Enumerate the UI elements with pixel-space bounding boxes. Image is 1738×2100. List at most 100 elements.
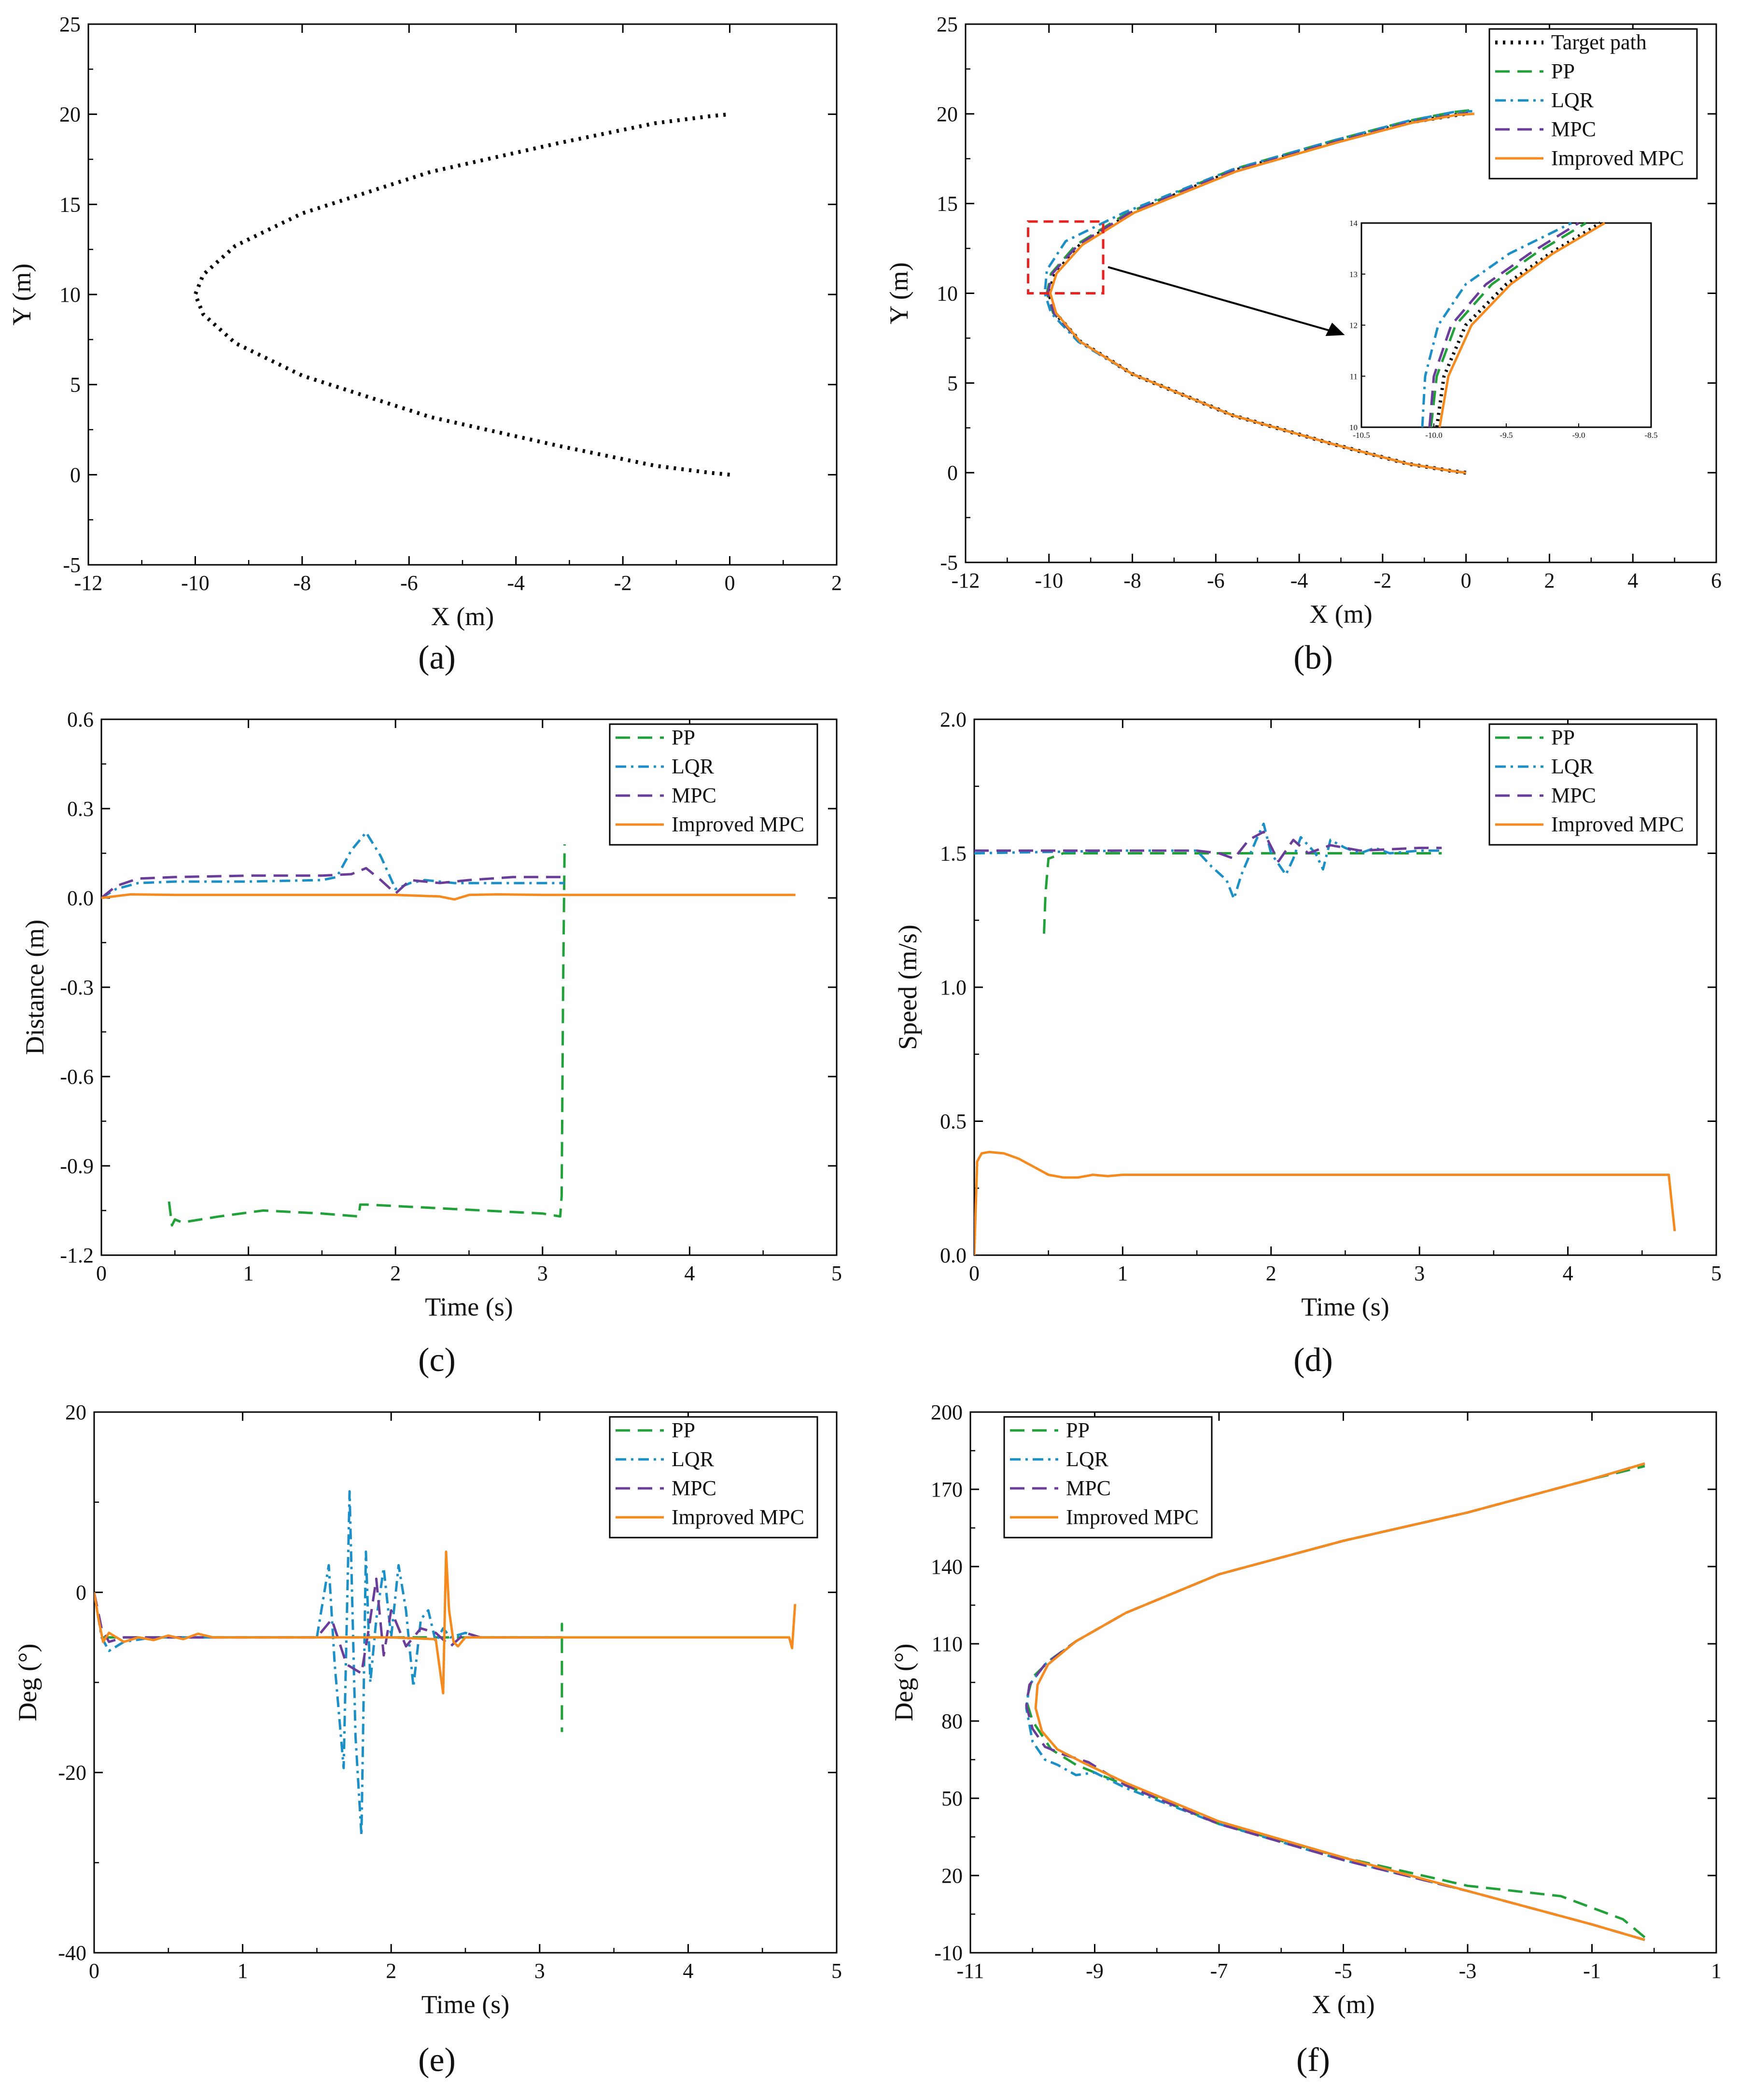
legend-entry: MPC [1551,117,1596,141]
y-tick-label: -0.3 [60,976,94,999]
y-axis-label: Y (m) [7,264,36,325]
y-tick-label: -5 [940,551,958,574]
x-tick-label: -12 [74,571,103,595]
x-tick-label: -4 [1290,569,1308,592]
x-tick-label: -9 [1086,1959,1104,1983]
y-tick-label: 0.6 [67,708,94,731]
x-tick-label: 5 [831,1261,842,1285]
x-tick-label: 1 [1117,1261,1128,1285]
y-tick-label: 0.0 [940,1244,967,1267]
x-tick-label: 1 [1711,1959,1722,1983]
y-tick-label: 2.0 [940,708,967,731]
series-group [1025,1462,1646,1941]
x-tick-label: -2 [614,571,632,595]
panel-label: (a) [418,639,456,676]
x-tick-label: 3 [534,1959,545,1983]
legend: PP LQR MPC Improved MPC [609,1416,818,1539]
y-tick-label: 140 [931,1555,963,1579]
y-tick-label: 10 [937,282,958,306]
x-axis-label: Time (s) [1301,1292,1389,1321]
y-tick-label: -40 [58,1941,86,1965]
series-line-mpc [101,867,565,899]
x-tick-label: 0 [725,571,735,595]
x-tick-label: -12 [952,569,980,592]
series-line-improved-mpc [1034,1462,1645,1941]
y-tick-label: 5 [947,371,958,395]
legend-entry: Improved MPC [672,812,804,836]
plot-frame-a [87,23,838,566]
panel-label: (c) [418,1342,456,1379]
y-tick-label: 25 [937,13,958,36]
legend-entry: LQR [1066,1447,1109,1471]
panel-label: (e) [418,2042,456,2079]
series-line-pp [101,1623,563,1732]
legend-entry: LQR [1551,88,1594,112]
y-axis-label: Distance (m) [20,920,49,1055]
y-axis-label: Speed (m/s) [893,924,922,1050]
x-tick-label: -6 [400,571,418,595]
y-axis-label: Deg (°) [13,1643,42,1721]
x-tick-label: -6 [1207,569,1225,592]
x-tick-label: 2 [390,1261,401,1285]
series-line-lqr [101,831,565,899]
legend-entry: LQR [672,755,715,778]
x-axis-label: Time (s) [421,1990,510,2019]
zoom-box [1027,220,1105,295]
series-line-improved-mpc [974,1150,1676,1255]
x-tick-label: 1 [238,1959,248,1983]
y-tick-label: 80 [941,1709,963,1733]
legend-entry: MPC [672,1476,716,1500]
x-tick-label: -11 [956,1959,984,1983]
y-tick-label: 0 [70,463,81,487]
inset-x-tick-label: -9.0 [1572,431,1585,440]
legend-entry: LQR [672,1447,715,1471]
x-tick-label: -10 [1035,569,1063,592]
legend-entry: PP [672,1418,695,1442]
inset-x-tick-label: -10.0 [1425,431,1442,440]
y-tick-label: 0 [947,461,958,485]
x-axis-label: Time (s) [425,1292,513,1321]
x-axis-label: X (m) [1312,1990,1374,2019]
chart-d: 0 1 2 3 4 5 0.0 0.5 1.0 1.5 2.0 Time (s) Speed (m/s)… [893,708,1722,1379]
y-tick-label: 1.0 [940,976,967,999]
legend-entry: PP [672,726,695,749]
y-tick-label: 0.5 [940,1110,967,1134]
x-tick-label: -4 [507,571,525,595]
series-line-mpc [974,830,1442,863]
zoom-arrow-line [1107,266,1331,332]
inset-zoom: -10.5 -10.0 -9.5 -9.0 -8.5 10 11 12 13 14 [1349,219,1657,440]
series-line-lqr [94,1490,562,1837]
x-tick-label: 6 [1711,569,1722,592]
series-line-mpc [94,1577,562,1675]
y-tick-label: -20 [58,1761,86,1785]
x-tick-label: 4 [1563,1261,1573,1285]
y-tick-label: 20 [65,1400,86,1424]
x-tick-label: -7 [1210,1959,1228,1983]
series-line-target-path [193,112,730,477]
y-tick-label: 0.3 [67,797,94,821]
chart-c: 0 1 2 3 4 5 -1.2 -0.9 -0.6 -0.3 0.0 0.3 0.6 Time (s) D… [20,708,842,1379]
legend: Target path PP LQR MPC Improved MPC [1488,28,1698,180]
inset-x-tick-label: -10.5 [1353,431,1370,440]
series-line-lqr [1025,1462,1645,1941]
chart-e: 0 1 2 3 4 5 -40 -20 0 20 Time (s) Deg (°) PP LQR MPC Im… [13,1400,842,2079]
y-tick-label: 15 [937,192,958,216]
series-group [193,112,730,477]
x-tick-label: -3 [1459,1959,1477,1983]
y-tick-label: 0.0 [67,886,94,910]
chart-b: -12 -10 -8 -6 -4 -2 0 2 4 6 -5 0 5 10 15 20 25 X (m) Y (m)… [884,13,1722,676]
legend-entry: MPC [1551,784,1596,807]
legend-entry: Target path [1551,30,1647,54]
x-tick-label: 3 [1414,1261,1425,1285]
x-tick-label: 1 [243,1261,254,1285]
y-tick-label: -10 [934,1941,963,1965]
x-tick-label: 0 [96,1261,107,1285]
legend-entry: LQR [1551,755,1594,778]
y-axis-label: Deg (°) [889,1643,918,1721]
series-line-improved-mpc [101,893,796,901]
y-tick-label: -5 [63,553,81,577]
x-tick-label: -8 [1123,569,1141,592]
legend-box [1488,28,1698,180]
legend-entry: MPC [1066,1476,1111,1500]
